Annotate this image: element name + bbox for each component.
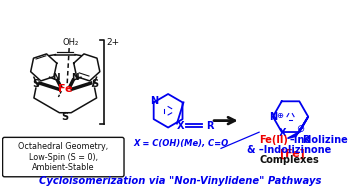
Text: N: N	[52, 73, 59, 82]
Text: Ambient-Stable: Ambient-Stable	[32, 163, 95, 172]
Text: Fe: Fe	[58, 84, 72, 94]
Text: Fe(II): Fe(II)	[259, 135, 288, 145]
Text: ⊖: ⊖	[296, 124, 305, 134]
FancyBboxPatch shape	[3, 137, 124, 177]
Text: Complexes: Complexes	[260, 155, 320, 165]
Text: R: R	[302, 135, 309, 145]
Text: Cycloisomerization via "Non-Vinylidene" Pathways: Cycloisomerization via "Non-Vinylidene" …	[39, 176, 321, 186]
Text: R: R	[206, 121, 214, 131]
Text: 2+: 2+	[106, 38, 119, 47]
Text: [Fe]: [Fe]	[280, 149, 304, 159]
Text: & –Indolizinone: & –Indolizinone	[248, 145, 332, 155]
Text: S: S	[62, 112, 69, 122]
Text: N: N	[71, 73, 79, 82]
Text: OH₂: OH₂	[62, 38, 78, 47]
Text: N: N	[151, 96, 159, 106]
Text: X = C(OH)(Me), C=O: X = C(OH)(Me), C=O	[133, 139, 229, 148]
Text: –Indolizine: –Indolizine	[289, 135, 348, 145]
Text: ⊕: ⊕	[276, 111, 283, 120]
Text: X: X	[278, 128, 286, 138]
Text: S: S	[91, 79, 98, 89]
Text: N: N	[269, 112, 277, 122]
Text: Low-Spin (S = 0),: Low-Spin (S = 0),	[29, 153, 98, 162]
Text: Octahedral Geometry,: Octahedral Geometry,	[18, 142, 108, 151]
Text: S: S	[32, 79, 39, 89]
Text: X: X	[177, 121, 185, 131]
